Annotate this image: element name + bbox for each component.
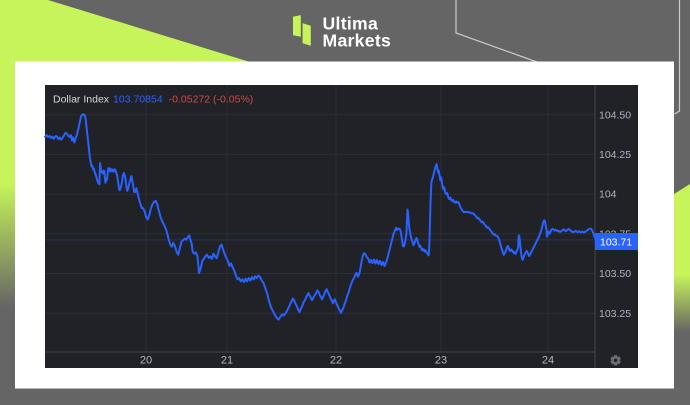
svg-text:104.25: 104.25	[599, 149, 631, 161]
svg-text:21: 21	[221, 355, 233, 367]
svg-text:103.50: 103.50	[599, 268, 631, 280]
svg-text:Ultima: Ultima	[323, 14, 379, 34]
svg-text:103.25: 103.25	[599, 308, 631, 320]
svg-text:23: 23	[435, 355, 447, 367]
svg-text:22: 22	[330, 355, 342, 367]
svg-text:Markets: Markets	[323, 31, 392, 51]
svg-text:24: 24	[542, 355, 554, 367]
svg-text:20: 20	[140, 355, 152, 367]
svg-text:104: 104	[599, 189, 617, 201]
svg-text:104.50: 104.50	[599, 109, 631, 121]
svg-text:103.71: 103.71	[600, 237, 632, 249]
